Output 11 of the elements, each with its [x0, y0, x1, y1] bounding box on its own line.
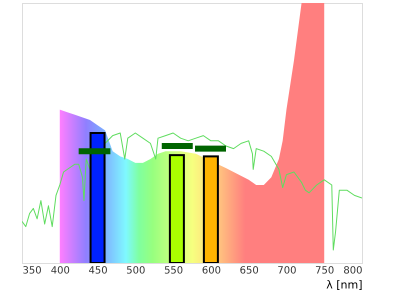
x-tick-label: 650: [240, 266, 259, 276]
x-tick-label: 800: [343, 266, 362, 276]
x-tick-label: 350: [22, 266, 42, 276]
x-tick-label: 750: [315, 266, 334, 276]
x-tick-label: 400: [50, 266, 70, 276]
x-tick-label: 500: [126, 266, 146, 276]
x-tick-label: 700: [277, 266, 296, 276]
x-tick-label: 600: [202, 266, 221, 276]
x-axis-title: λ [nm]: [326, 278, 362, 292]
x-tick-label: 450: [88, 266, 108, 276]
x-tick-label: 550: [164, 266, 184, 276]
